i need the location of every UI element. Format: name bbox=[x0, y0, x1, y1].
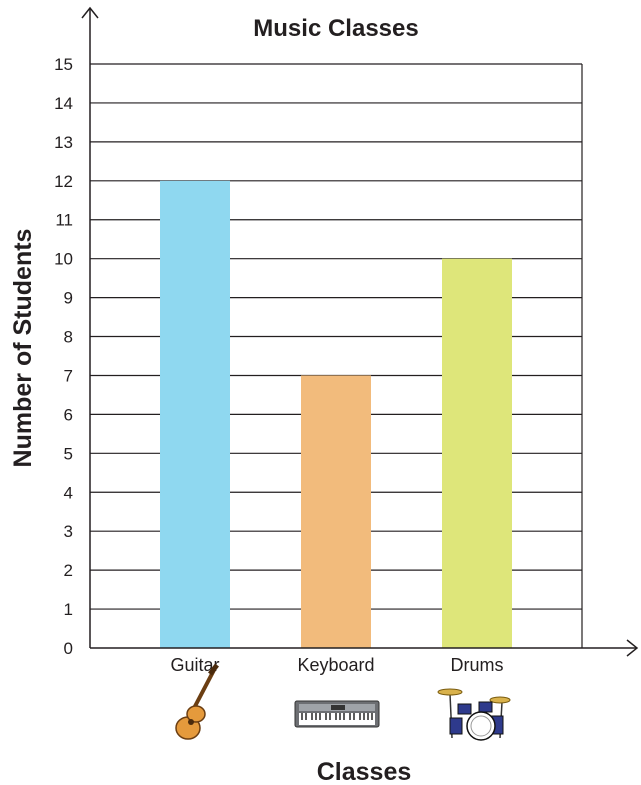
y-axis-title: Number of Students bbox=[9, 229, 37, 468]
x-axis-title: Classes bbox=[317, 758, 412, 785]
y-tick-label: 4 bbox=[64, 483, 73, 502]
y-tick-label: 14 bbox=[54, 94, 73, 113]
y-tick-label: 6 bbox=[64, 405, 73, 424]
bars bbox=[160, 180, 512, 649]
y-tick-label: 13 bbox=[54, 133, 73, 152]
y-tick-label: 1 bbox=[64, 600, 73, 619]
y-tick-label: 5 bbox=[64, 444, 73, 463]
y-tick-label: 11 bbox=[55, 211, 73, 230]
drum-kit-icon bbox=[437, 688, 511, 741]
y-axis-arrow bbox=[81, 6, 99, 19]
y-tick-label: 15 bbox=[54, 55, 73, 74]
x-tick-label: Guitar bbox=[170, 655, 219, 675]
x-tick-label: Drums bbox=[451, 655, 504, 675]
x-axis-arrow bbox=[626, 639, 639, 657]
y-tick-label: 3 bbox=[64, 522, 73, 541]
guitar-icon bbox=[175, 663, 219, 740]
x-category-labels: Guitar Keyboard Drums bbox=[170, 655, 503, 675]
y-tick-label: 9 bbox=[64, 289, 73, 308]
y-tick-label: 7 bbox=[64, 366, 73, 385]
axes bbox=[81, 6, 639, 657]
y-tick-label: 8 bbox=[64, 328, 73, 347]
y-tick-label: 12 bbox=[54, 172, 73, 191]
chart-title: Music Classes bbox=[253, 15, 418, 42]
bar-drums bbox=[442, 258, 512, 648]
y-tick-label: 10 bbox=[54, 250, 73, 269]
x-tick-label: Keyboard bbox=[297, 655, 374, 675]
bar-guitar bbox=[160, 180, 230, 649]
y-tick-label: 0 bbox=[64, 639, 73, 658]
keyboard-icon bbox=[294, 700, 380, 728]
bar-keyboard bbox=[301, 375, 371, 648]
y-tick-label: 2 bbox=[64, 561, 73, 580]
